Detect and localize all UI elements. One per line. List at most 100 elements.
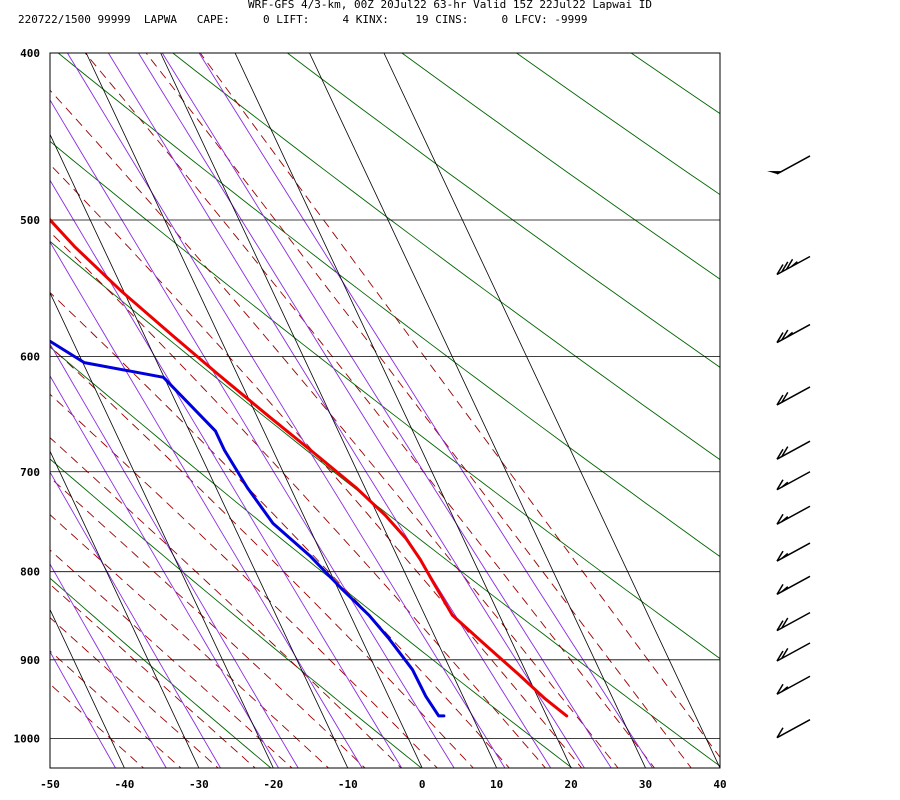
wind-barb-feather [776,264,784,275]
wind-barb-feather [781,481,789,488]
mixing-ratio-line [50,375,280,768]
temperature-tick-label: 0 [419,778,426,791]
wind-barb [776,642,811,662]
background-lines [50,15,900,783]
isotherm [50,450,200,768]
pressure-tick-label: 600 [20,350,40,363]
wind-barb-shaft [776,155,811,175]
chart-title: WRF-GFS 4/3-km, 00Z 20Jul22 63-hr Valid … [248,0,652,11]
isotherm [50,291,274,768]
wind-barb-feather [781,686,789,693]
moist-adiabat [50,650,182,768]
dewpoint-profile-line [50,339,446,718]
moist-adiabat [50,617,219,768]
temperature-tick-label: 10 [490,778,503,791]
wind-barb [776,386,811,406]
wind-barb-feather [776,394,784,406]
wind-barb-feather [786,331,794,338]
pressure-tick-label: 500 [20,214,40,227]
wind-barb-feather [781,261,789,273]
wind-barb [776,675,811,695]
dry-adiabat [401,53,720,280]
wind-barb-feather [790,261,798,268]
wind-barb [776,323,811,344]
wind-barb-feather [781,552,789,560]
mixing-ratio-line [161,53,612,768]
dry-adiabat [57,53,720,558]
sounding-indices: 220722/1500 99999 LAPWA CAPE: 0 LIFT: 4 … [18,13,588,26]
moist-adiabat [50,476,366,768]
isotherm [309,53,646,768]
mixing-ratio-line [50,650,117,768]
dry-adiabat [50,346,573,768]
wind-barb [776,611,811,632]
pressure-tick-label: 900 [20,654,40,667]
isotherm [50,133,349,768]
wind-barb-feather [776,727,784,739]
wind-barb [776,440,811,460]
wind-barb-feather [776,332,784,343]
wind-barb [776,255,811,276]
pressure-tick-label: 1000 [14,733,41,746]
wind-barb-feather [776,683,784,695]
isotherm [234,53,572,768]
mixing-ratio-line [137,53,585,768]
wind-barb-feather [785,258,794,270]
mixing-ratio-line [66,53,506,768]
wind-barb-feather [781,617,789,629]
wind-barb-feather [781,329,789,341]
dry-adiabat [172,53,720,461]
mixing-ratio-line [50,241,363,768]
moist-adiabat [50,345,474,768]
dry-adiabat [286,53,720,368]
pressure-tick-label: 700 [20,466,40,479]
wind-barb-feather [781,648,789,659]
isotherm [85,53,423,768]
moist-adiabat [50,583,256,768]
wind-barb [776,505,811,525]
moist-adiabat [145,53,692,768]
temperature-tick-label: -40 [115,778,135,791]
temperature-tick-label: -50 [40,778,60,791]
mixing-ratio-line [50,343,299,768]
wind-barb-feather [776,620,784,632]
wind-barb-feather [781,586,789,593]
moist-adiabat [50,231,546,768]
moist-adiabat [50,514,330,768]
wind-barbs [767,155,811,739]
dry-adiabat [50,140,720,660]
pressure-axis: 400 500 600 700 800 900 1000 [14,47,41,746]
wind-barb-feather [776,550,784,562]
mixing-ratio-line [50,471,222,768]
dry-adiabat [801,15,900,783]
moist-adiabat [50,549,293,768]
mixing-ratio-line [198,53,654,768]
isotherm [50,608,125,768]
moist-adiabat [84,53,656,768]
wind-barb-shaft [776,719,811,739]
wind-barb-feather [776,650,784,662]
isotherm [160,53,498,768]
wind-barb [767,155,811,175]
temperature-axis: -50 -40 -30 -20 -10 0 10 20 30 40 [40,778,727,791]
dry-adiabat [50,458,423,768]
temperature-tick-label: -30 [189,778,209,791]
temperature-tick-label: 40 [713,778,726,791]
plot-frame [49,52,721,769]
mixing-ratio-line [50,563,167,768]
moist-adiabat [50,291,510,768]
dry-adiabat [515,53,720,196]
moist-adiabat [199,53,720,759]
pressure-tick-label: 800 [20,566,40,579]
temperature-tick-label: 30 [639,778,652,791]
profiles [50,217,569,718]
mixing-ratio-line [50,99,455,768]
dry-adiabat [50,577,272,768]
grid [50,53,720,768]
wind-barb [776,471,811,491]
mixing-ratio-line [50,179,403,768]
wind-barb [776,542,811,562]
wind-barb-feather [781,446,789,457]
wind-barb-feather [776,513,784,525]
